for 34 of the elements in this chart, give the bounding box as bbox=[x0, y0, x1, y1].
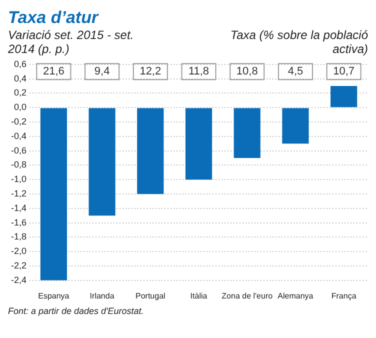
x-tick-label: Portugal bbox=[136, 291, 166, 300]
chart-title: Taxa d’atur bbox=[8, 8, 100, 28]
x-tick-label: Irlanda bbox=[90, 291, 115, 300]
x-tick-label: Zona de l'euro bbox=[222, 291, 274, 300]
y-tick-label: -2,0 bbox=[10, 246, 27, 256]
x-tick-label: Espanya bbox=[38, 291, 70, 300]
y-tick-label: -1,2 bbox=[10, 188, 27, 198]
annotation: 12,2 bbox=[140, 66, 162, 78]
annotation: 10,8 bbox=[236, 66, 258, 78]
y-tick-label: -0,2 bbox=[10, 116, 27, 126]
x-tick-label: França bbox=[331, 291, 357, 300]
annotation: 4,5 bbox=[288, 66, 304, 78]
x-tick-label: Itàlia bbox=[190, 291, 208, 300]
text: Taxa (% sobre la població activa) bbox=[229, 28, 368, 56]
y-tick-label: -1,8 bbox=[10, 232, 27, 242]
annotation: 11,8 bbox=[188, 66, 210, 78]
x-tick-label: Alemanya bbox=[278, 291, 314, 300]
y-tick-label: -1,0 bbox=[10, 174, 27, 184]
y-tick-label: -2,2 bbox=[10, 260, 27, 270]
y-tick-label: 0,6 bbox=[14, 58, 27, 69]
y-tick-label: 0,0 bbox=[14, 102, 27, 112]
y-tick-label: -0,8 bbox=[10, 160, 27, 170]
y-tick-label: -0,6 bbox=[10, 145, 27, 156]
annotation: 9,4 bbox=[94, 66, 110, 78]
chart-subtitle: Variació set. 2015 - set. 2014 (p. p.) bbox=[8, 28, 135, 56]
annotation: 21,6 bbox=[42, 66, 64, 78]
y-tick-label: -1,4 bbox=[10, 202, 27, 213]
y-tick-label: -0,4 bbox=[10, 130, 27, 141]
annotation: 10,7 bbox=[333, 66, 355, 78]
y-tick-label: 0,4 bbox=[14, 73, 27, 84]
y-tick-label: -2,4 bbox=[10, 274, 27, 285]
text: Font: a partir de dades d'Eurostat. bbox=[8, 306, 145, 316]
y-tick-label: 0,2 bbox=[14, 88, 27, 98]
y-tick-label: -1,6 bbox=[10, 217, 27, 228]
